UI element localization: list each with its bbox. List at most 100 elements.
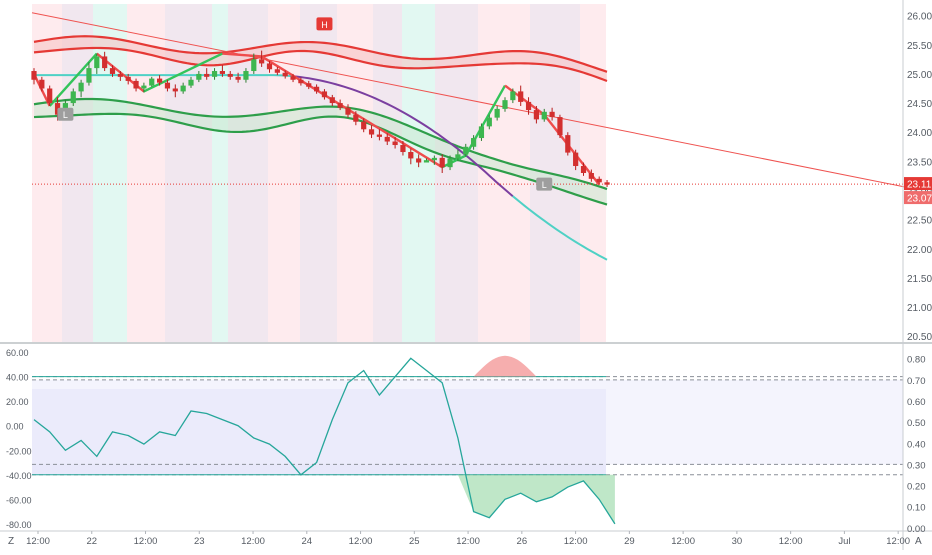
session-zone <box>268 4 300 342</box>
time-tick-label: 12:00 <box>134 536 158 547</box>
candle-body <box>510 91 516 101</box>
candle <box>408 148 414 165</box>
candle <box>525 97 532 115</box>
overbought-fill <box>473 355 537 377</box>
oscillator-line <box>33 357 616 525</box>
candle <box>180 82 186 94</box>
oversold-fill <box>34 474 615 524</box>
time-tick-label: 12:00 <box>564 536 588 547</box>
candle <box>510 88 516 104</box>
price-tick-label: 21.00 <box>907 303 932 314</box>
candle <box>70 88 76 106</box>
candle-body <box>298 79 304 84</box>
candle <box>164 79 171 92</box>
candle-body <box>31 71 37 80</box>
candle <box>384 133 390 146</box>
session-zone <box>62 4 93 342</box>
candle-body <box>86 68 92 83</box>
candle <box>172 84 178 98</box>
candle-body <box>384 136 390 142</box>
candle-body <box>94 56 100 69</box>
candle-body <box>533 110 539 120</box>
time-tick-label: 29 <box>624 536 635 547</box>
candle-body <box>314 86 320 92</box>
oscillator-right-tick-label: 0.40 <box>907 439 926 450</box>
candle <box>549 107 555 121</box>
candle-body <box>259 59 265 64</box>
price-tick-label: 23.50 <box>907 157 932 168</box>
candle-body <box>345 107 351 115</box>
candle <box>251 53 257 74</box>
pivot-marker: L <box>536 177 553 191</box>
oscillator-right-tick-label: 0.80 <box>907 355 926 366</box>
candle-body <box>149 78 155 86</box>
candle <box>478 123 485 141</box>
candle-body <box>455 154 461 159</box>
candle-body <box>518 91 524 102</box>
session-zone <box>300 4 337 342</box>
candle <box>455 149 461 162</box>
candle <box>573 149 579 171</box>
time-tick-label: 25 <box>409 536 420 547</box>
prev-price-tag: 23.07 <box>904 191 932 205</box>
candle-body <box>588 173 594 179</box>
candle-body <box>416 158 422 163</box>
oscillator-right-tick-label: 0.10 <box>907 503 926 514</box>
oscillator-left-tick-label: 0.00 <box>6 422 24 432</box>
oscillator-right-tick-label: 0.70 <box>907 376 926 387</box>
time-tick-label: 30 <box>732 536 743 547</box>
oscillator-left-tick-label: -20.00 <box>6 446 32 456</box>
candle-body <box>211 71 218 77</box>
median-line-cyan-2 <box>512 195 608 261</box>
zigzag-segment <box>441 154 467 169</box>
candle-body <box>565 135 571 153</box>
candle-body <box>439 157 445 168</box>
oscillator-left-tick-label: 20.00 <box>6 397 29 407</box>
candle <box>117 71 123 81</box>
candle-body <box>408 152 414 159</box>
candle <box>141 82 147 93</box>
zigzag-segment <box>143 52 223 93</box>
candle-body <box>282 72 288 77</box>
median-line-purple <box>292 75 514 197</box>
resistance-band-upper-line <box>33 35 608 73</box>
candle-body <box>471 138 477 147</box>
oscillator-right-tick-label: 0.30 <box>907 460 926 471</box>
oscillator-left-tick-label: 40.00 <box>6 373 29 383</box>
candle-body <box>164 82 171 89</box>
candle-body <box>361 121 367 130</box>
candle <box>400 140 406 156</box>
candle-body <box>180 85 186 92</box>
price-tick-label: 22.50 <box>907 216 932 227</box>
candle-body <box>557 117 563 136</box>
candle-body <box>117 73 123 77</box>
pivot-marker-box <box>316 17 333 31</box>
candle-body <box>204 73 210 77</box>
candle-body <box>596 178 602 183</box>
candle-body <box>219 71 225 74</box>
candle <box>345 104 351 118</box>
candle <box>157 75 163 86</box>
candle-body <box>172 88 178 92</box>
session-zone <box>402 4 435 342</box>
candle <box>149 76 155 87</box>
candle <box>133 78 139 92</box>
zigzag-segment <box>261 55 443 169</box>
candle-body <box>54 103 61 115</box>
candle <box>368 125 375 139</box>
candle <box>416 154 422 168</box>
candle-body <box>141 85 147 89</box>
zigzag-segment <box>504 84 545 116</box>
price-tick-label: 21.50 <box>907 274 932 285</box>
candle <box>463 143 469 157</box>
pivot-marker: H <box>316 17 333 31</box>
candle-body <box>235 76 241 80</box>
last-price-tag: 23.11 <box>904 177 932 191</box>
candle-body <box>274 69 280 73</box>
price-pane: H L L <box>31 12 906 261</box>
candle <box>447 155 453 171</box>
candle-body <box>243 71 249 80</box>
candle-body <box>447 158 453 168</box>
candle-body <box>392 141 398 146</box>
